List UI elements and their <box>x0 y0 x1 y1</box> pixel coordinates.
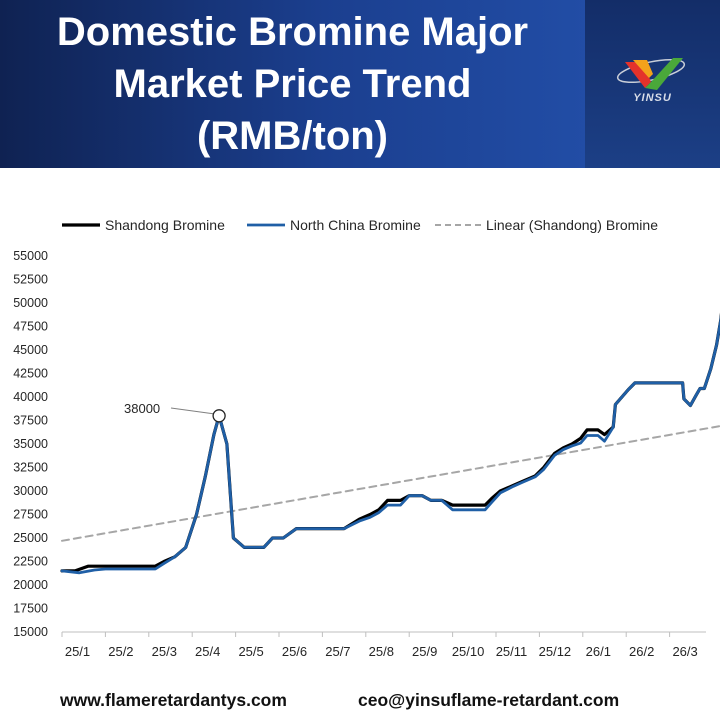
logo-text: YINSU <box>633 92 672 104</box>
footer-website[interactable]: www.flameretardantys.com <box>60 690 287 710</box>
x-tick-label: 25/2 <box>108 644 133 659</box>
x-tick-label: 25/9 <box>412 644 437 659</box>
y-tick-label: 22500 <box>13 555 48 569</box>
y-tick-label: 47500 <box>13 320 48 334</box>
x-tick-label: 25/6 <box>282 644 307 659</box>
x-tick-label: 26/2 <box>629 644 654 659</box>
title-line-2: Market Price Trend <box>113 62 472 106</box>
footer: www.flameretardantys.com ceo@yinsuflame-… <box>0 690 720 716</box>
x-tick-label: 25/3 <box>152 644 177 659</box>
legend-label: Shandong Bromine <box>105 217 225 233</box>
y-tick-label: 15000 <box>13 625 48 639</box>
y-tick-label: 27500 <box>13 508 48 522</box>
title-banner: Domestic Bromine Major Market Price Tren… <box>0 0 720 168</box>
series-line-shandong-bromine <box>60 312 720 573</box>
y-tick-label: 50000 <box>13 296 48 310</box>
page-title: Domestic Bromine Major Market Price Tren… <box>0 6 585 162</box>
x-tick-label: 25/5 <box>238 644 263 659</box>
y-tick-label: 32500 <box>13 461 48 475</box>
y-tick-label: 52500 <box>13 273 48 287</box>
y-tick-label: 17500 <box>13 602 48 616</box>
y-tick-label: 20000 <box>13 578 48 592</box>
annotation-leader <box>170 407 214 415</box>
x-tick-label: 25/8 <box>369 644 394 659</box>
x-tick-label: 25/7 <box>325 644 350 659</box>
legend-label: Linear (Shandong) Bromine <box>486 217 658 233</box>
x-tick-label: 25/1 <box>65 644 90 659</box>
y-tick-label: 35000 <box>13 437 48 451</box>
y-tick-label: 37500 <box>13 414 48 428</box>
series-line-north-china-bromine <box>60 314 720 575</box>
legend-label: North China Bromine <box>290 217 421 233</box>
peak-marker <box>212 409 226 423</box>
x-tick-label: 25/12 <box>539 644 572 659</box>
y-tick-label: 25000 <box>13 531 48 545</box>
title-line-3: (RMB/ton) <box>196 114 389 158</box>
logo: YINSU <box>585 0 720 168</box>
title-line-1: Domestic Bromine Major <box>56 10 529 54</box>
x-tick-label: 26/3 <box>672 644 697 659</box>
yinsu-logo-icon <box>616 58 686 90</box>
annotation-label: 38000 <box>124 401 160 416</box>
x-tick-label: 25/11 <box>496 644 528 659</box>
x-tick-label: 25/10 <box>452 644 485 659</box>
y-tick-label: 55000 <box>13 249 48 263</box>
x-tick-label: 25/4 <box>195 644 220 659</box>
series-line-linear-shandong-bromine <box>61 425 720 542</box>
x-tick-label: 26/1 <box>586 644 611 659</box>
y-tick-label: 40000 <box>13 390 48 404</box>
y-tick-label: 42500 <box>13 367 48 381</box>
price-trend-chart: 15000 17500 20000 22500 25000 27500 30000 32500… <box>13 217 720 659</box>
footer-email[interactable]: ceo@yinsuflame-retardant.com <box>358 690 620 710</box>
y-tick-label: 45000 <box>13 343 48 357</box>
y-tick-label: 30000 <box>13 484 48 498</box>
